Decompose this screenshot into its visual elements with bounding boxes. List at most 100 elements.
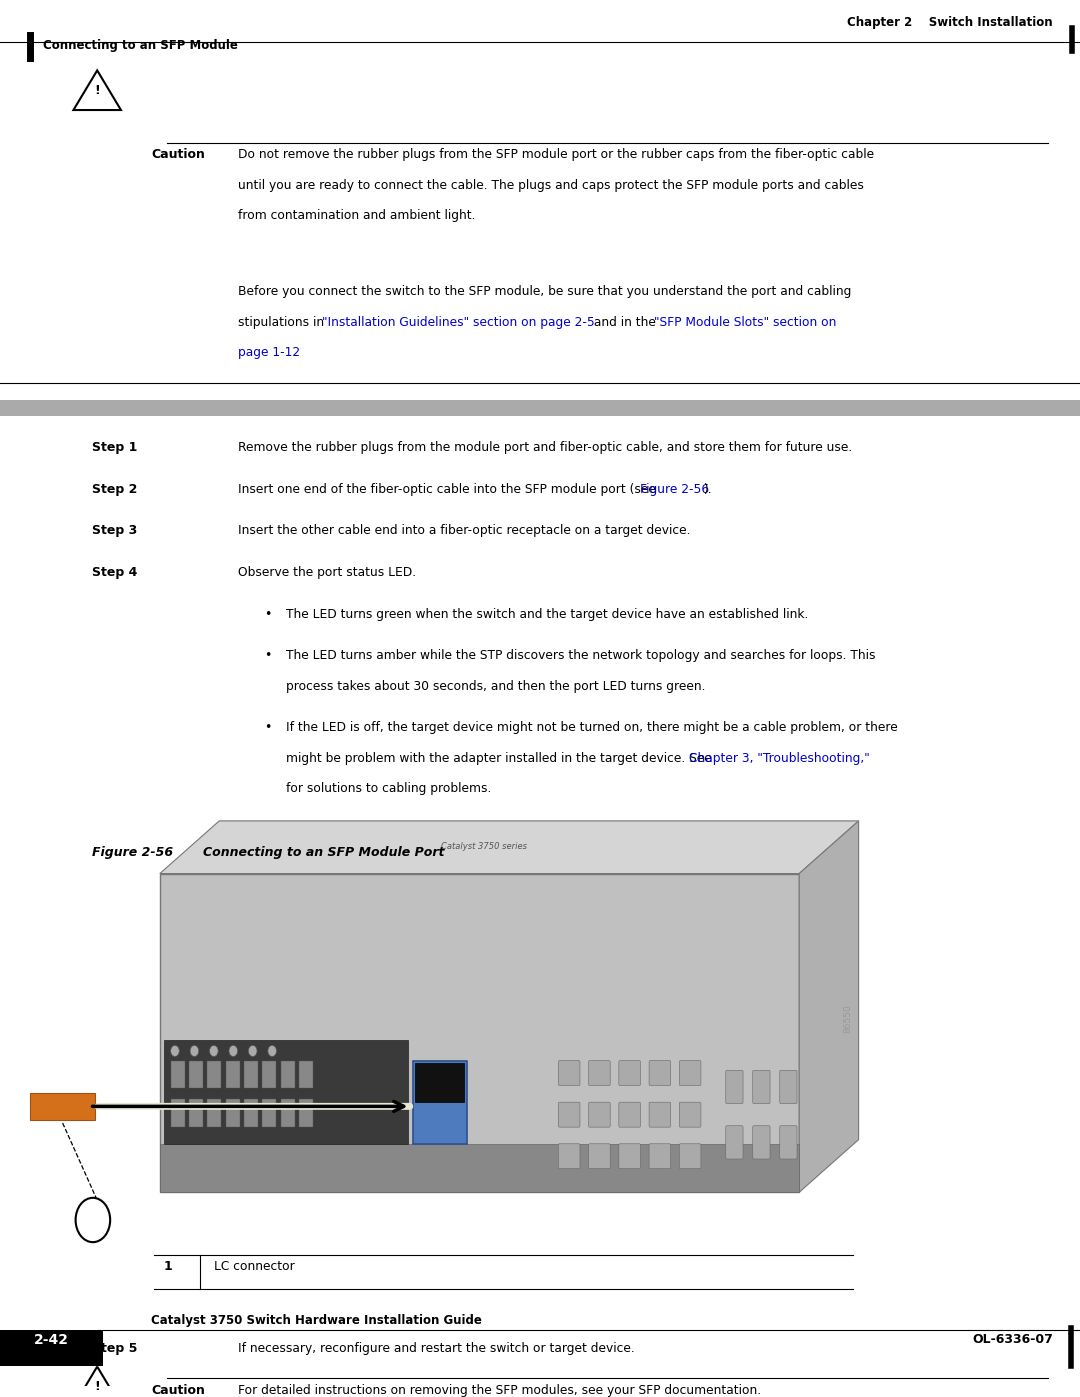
FancyBboxPatch shape bbox=[679, 1144, 701, 1169]
Text: Observe the port status LED.: Observe the port status LED. bbox=[238, 566, 416, 578]
Text: stipulations in: stipulations in bbox=[238, 316, 327, 328]
Text: LC connector: LC connector bbox=[214, 1260, 295, 1273]
FancyBboxPatch shape bbox=[262, 1099, 276, 1127]
Text: !: ! bbox=[94, 1380, 100, 1393]
Text: 1: 1 bbox=[163, 1260, 172, 1273]
FancyBboxPatch shape bbox=[589, 1060, 610, 1085]
Text: "SFP Module Slots" section on: "SFP Module Slots" section on bbox=[654, 316, 837, 328]
FancyBboxPatch shape bbox=[753, 1070, 770, 1104]
Text: •: • bbox=[265, 608, 272, 620]
Text: Chapter 3, "Troubleshooting,": Chapter 3, "Troubleshooting," bbox=[689, 752, 869, 764]
Text: Catalyst 3750 series: Catalyst 3750 series bbox=[441, 842, 527, 851]
FancyBboxPatch shape bbox=[160, 873, 799, 1192]
Text: and in the: and in the bbox=[590, 316, 660, 328]
Circle shape bbox=[248, 1045, 257, 1056]
Text: process takes about 30 seconds, and then the port LED turns green.: process takes about 30 seconds, and then… bbox=[286, 679, 705, 693]
FancyBboxPatch shape bbox=[0, 400, 1080, 416]
Circle shape bbox=[268, 1045, 276, 1056]
FancyBboxPatch shape bbox=[30, 1092, 95, 1120]
FancyBboxPatch shape bbox=[619, 1060, 640, 1085]
Text: Connecting to an SFP Module: Connecting to an SFP Module bbox=[43, 39, 238, 52]
FancyBboxPatch shape bbox=[780, 1126, 797, 1160]
FancyBboxPatch shape bbox=[415, 1063, 464, 1102]
FancyBboxPatch shape bbox=[207, 1099, 221, 1127]
FancyBboxPatch shape bbox=[679, 1102, 701, 1127]
Text: Do not remove the rubber plugs from the SFP module port or the rubber caps from : Do not remove the rubber plugs from the … bbox=[238, 148, 874, 161]
Text: If necessary, reconfigure and restart the switch or target device.: If necessary, reconfigure and restart th… bbox=[238, 1343, 634, 1355]
FancyBboxPatch shape bbox=[189, 1099, 203, 1127]
FancyBboxPatch shape bbox=[189, 1060, 203, 1088]
Text: until you are ready to connect the cable. The plugs and caps protect the SFP mod: until you are ready to connect the cable… bbox=[238, 179, 864, 191]
Circle shape bbox=[229, 1045, 238, 1056]
FancyBboxPatch shape bbox=[619, 1144, 640, 1169]
Text: •: • bbox=[265, 721, 272, 735]
Text: Insert the other cable end into a fiber-optic receptacle on a target device.: Insert the other cable end into a fiber-… bbox=[238, 524, 690, 538]
FancyBboxPatch shape bbox=[164, 1039, 408, 1144]
Text: Catalyst 3750 Switch Hardware Installation Guide: Catalyst 3750 Switch Hardware Installati… bbox=[151, 1313, 482, 1327]
Text: ).: ). bbox=[703, 483, 712, 496]
FancyBboxPatch shape bbox=[207, 1060, 221, 1088]
Text: Before you connect the switch to the SFP module, be sure that you understand the: Before you connect the switch to the SFP… bbox=[238, 285, 851, 299]
Text: For detailed instructions on removing the SFP modules, see your SFP documentatio: For detailed instructions on removing th… bbox=[238, 1383, 760, 1397]
FancyBboxPatch shape bbox=[0, 1330, 103, 1366]
FancyBboxPatch shape bbox=[299, 1099, 313, 1127]
FancyBboxPatch shape bbox=[558, 1144, 580, 1169]
FancyBboxPatch shape bbox=[244, 1099, 258, 1127]
FancyBboxPatch shape bbox=[589, 1102, 610, 1127]
Text: Insert one end of the fiber-optic cable into the SFP module port (see: Insert one end of the fiber-optic cable … bbox=[238, 483, 660, 496]
Text: •: • bbox=[265, 650, 272, 662]
Text: OL-6336-07: OL-6336-07 bbox=[972, 1333, 1053, 1347]
FancyBboxPatch shape bbox=[558, 1102, 580, 1127]
Text: Step 4: Step 4 bbox=[92, 566, 137, 578]
Text: The LED turns green when the switch and the target device have an established li: The LED turns green when the switch and … bbox=[286, 608, 809, 620]
FancyBboxPatch shape bbox=[413, 1060, 467, 1144]
FancyBboxPatch shape bbox=[780, 1070, 797, 1104]
Text: Step 3: Step 3 bbox=[92, 524, 137, 538]
FancyBboxPatch shape bbox=[726, 1070, 743, 1104]
FancyBboxPatch shape bbox=[679, 1060, 701, 1085]
FancyBboxPatch shape bbox=[753, 1126, 770, 1160]
Text: for solutions to cabling problems.: for solutions to cabling problems. bbox=[286, 782, 491, 795]
Polygon shape bbox=[160, 821, 859, 873]
FancyBboxPatch shape bbox=[726, 1126, 743, 1160]
Text: Caution: Caution bbox=[151, 148, 205, 161]
FancyBboxPatch shape bbox=[299, 1060, 313, 1088]
Text: Step 5: Step 5 bbox=[92, 1343, 137, 1355]
Text: Figure 2-56: Figure 2-56 bbox=[92, 845, 173, 859]
FancyBboxPatch shape bbox=[649, 1102, 671, 1127]
Text: !: ! bbox=[94, 84, 100, 98]
Polygon shape bbox=[799, 821, 859, 1192]
FancyBboxPatch shape bbox=[649, 1060, 671, 1085]
Circle shape bbox=[210, 1045, 218, 1056]
FancyBboxPatch shape bbox=[171, 1060, 185, 1088]
FancyBboxPatch shape bbox=[281, 1099, 295, 1127]
Text: If the LED is off, the target device might not be turned on, there might be a ca: If the LED is off, the target device mig… bbox=[286, 721, 897, 735]
Circle shape bbox=[171, 1045, 179, 1056]
FancyBboxPatch shape bbox=[262, 1060, 276, 1088]
FancyBboxPatch shape bbox=[281, 1060, 295, 1088]
Text: Chapter 2    Switch Installation: Chapter 2 Switch Installation bbox=[848, 17, 1053, 29]
FancyBboxPatch shape bbox=[226, 1060, 240, 1088]
Circle shape bbox=[190, 1045, 199, 1056]
FancyBboxPatch shape bbox=[558, 1060, 580, 1085]
Text: .: . bbox=[294, 346, 298, 359]
FancyBboxPatch shape bbox=[244, 1060, 258, 1088]
Circle shape bbox=[76, 1197, 110, 1242]
FancyBboxPatch shape bbox=[589, 1144, 610, 1169]
Text: Step 2: Step 2 bbox=[92, 483, 137, 496]
Text: Connecting to an SFP Module Port: Connecting to an SFP Module Port bbox=[203, 845, 445, 859]
Text: 1: 1 bbox=[90, 1207, 96, 1221]
Text: Step 1: Step 1 bbox=[92, 441, 137, 454]
Text: might be problem with the adapter installed in the target device. See: might be problem with the adapter instal… bbox=[286, 752, 716, 764]
Text: 86550: 86550 bbox=[843, 1004, 852, 1034]
Text: Figure 2-56: Figure 2-56 bbox=[640, 483, 710, 496]
Text: The LED turns amber while the STP discovers the network topology and searches fo: The LED turns amber while the STP discov… bbox=[286, 650, 876, 662]
Text: Caution: Caution bbox=[151, 1383, 205, 1397]
FancyBboxPatch shape bbox=[226, 1099, 240, 1127]
FancyBboxPatch shape bbox=[160, 1144, 799, 1192]
Text: 2-42: 2-42 bbox=[35, 1333, 69, 1347]
FancyBboxPatch shape bbox=[171, 1099, 185, 1127]
Text: "Installation Guidelines" section on page 2-5: "Installation Guidelines" section on pag… bbox=[322, 316, 595, 328]
Text: page 1-12: page 1-12 bbox=[238, 346, 300, 359]
FancyBboxPatch shape bbox=[619, 1102, 640, 1127]
